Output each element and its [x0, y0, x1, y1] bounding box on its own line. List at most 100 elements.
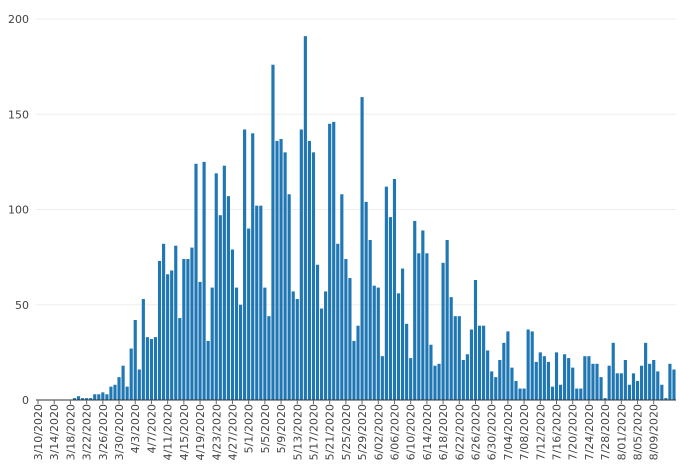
bar	[251, 133, 255, 401]
bar	[583, 356, 587, 400]
bar	[129, 348, 133, 400]
x-tick-label: 5/13/2020	[291, 404, 304, 460]
x-tick-label: 6/30/2020	[486, 404, 499, 460]
bar	[388, 217, 393, 400]
x-tick-label: 4/7/2020	[145, 404, 158, 453]
bar	[648, 363, 652, 400]
bar	[303, 36, 307, 401]
bar	[623, 360, 627, 400]
bar	[149, 339, 154, 400]
bar	[502, 342, 506, 400]
x-tick-label: 6/14/2020	[421, 404, 434, 460]
bar	[530, 331, 534, 400]
bar	[635, 380, 640, 400]
bar	[579, 388, 583, 400]
bar	[668, 363, 672, 400]
x-tick-label: 6/26/2020	[469, 404, 482, 460]
bar	[263, 287, 267, 400]
bar	[234, 287, 239, 400]
bar	[433, 365, 437, 400]
bar	[166, 274, 170, 400]
bar	[243, 129, 247, 401]
x-tick-label: 4/27/2020	[226, 404, 239, 460]
x-tick-label: 5/25/2020	[340, 404, 353, 460]
bar	[396, 293, 401, 400]
bar	[162, 243, 166, 400]
x-tick-label: 4/19/2020	[194, 404, 207, 460]
bar	[295, 299, 299, 400]
bar	[230, 249, 235, 400]
x-tick-label: 8/01/2020	[615, 404, 628, 460]
bar	[194, 163, 198, 400]
bar	[567, 358, 571, 400]
bar	[542, 356, 546, 400]
y-tick-label: 100	[8, 204, 29, 217]
bar	[319, 308, 324, 400]
bar	[482, 325, 486, 400]
x-tick-label: 4/11/2020	[162, 404, 175, 460]
bar	[615, 373, 619, 400]
x-tick-label: 7/28/2020	[599, 404, 612, 460]
bar	[153, 337, 158, 400]
bar	[563, 354, 567, 400]
bar	[380, 356, 384, 400]
bar	[490, 371, 494, 400]
y-tick-label: 50	[15, 299, 29, 312]
bar	[405, 323, 409, 400]
bar	[89, 398, 93, 400]
y-axis-ticks: 0 50 100 150 200	[8, 13, 29, 407]
x-tick-label: 4/15/2020	[178, 404, 191, 460]
bar	[538, 352, 542, 401]
bar	[631, 373, 636, 400]
bar	[660, 384, 664, 400]
bar	[348, 278, 352, 400]
bar	[498, 360, 502, 400]
bar	[283, 152, 287, 400]
x-tick-label: 3/22/2020	[81, 404, 94, 460]
bar	[473, 279, 478, 400]
bar	[591, 363, 595, 400]
bar	[101, 392, 105, 400]
x-tick-label: 7/16/2020	[551, 404, 564, 460]
bar	[267, 316, 271, 400]
bar	[85, 398, 89, 400]
bar	[546, 361, 550, 400]
bar	[652, 360, 656, 400]
bars	[72, 36, 676, 401]
bar	[336, 243, 340, 400]
x-tick-label: 7/04/2020	[502, 404, 515, 460]
bar	[510, 367, 514, 400]
bar	[340, 194, 344, 400]
bar	[607, 365, 611, 400]
bar	[125, 386, 129, 400]
bar	[352, 340, 356, 400]
bar	[672, 369, 676, 400]
bar	[571, 367, 575, 400]
bar	[429, 344, 433, 400]
bar	[157, 260, 162, 400]
bar	[477, 325, 482, 400]
gridlines	[36, 18, 676, 306]
bar	[113, 384, 117, 400]
y-tick-label: 200	[8, 13, 29, 26]
x-tick-label: 8/05/2020	[632, 404, 645, 460]
x-tick-label: 7/24/2020	[583, 404, 596, 460]
bar	[514, 380, 518, 400]
bar	[445, 239, 449, 400]
bar	[595, 363, 599, 400]
bar	[76, 396, 81, 400]
bar	[311, 152, 316, 400]
bar	[299, 129, 303, 401]
x-tick-label: 6/02/2020	[372, 404, 385, 460]
x-tick-label: 7/20/2020	[567, 404, 580, 460]
bar	[550, 386, 555, 400]
bar	[287, 194, 291, 400]
bar	[401, 268, 405, 400]
bar	[619, 373, 623, 400]
bar	[198, 281, 202, 400]
bar	[121, 365, 125, 400]
x-tick-label: 5/9/2020	[275, 404, 288, 453]
bar	[174, 245, 178, 400]
